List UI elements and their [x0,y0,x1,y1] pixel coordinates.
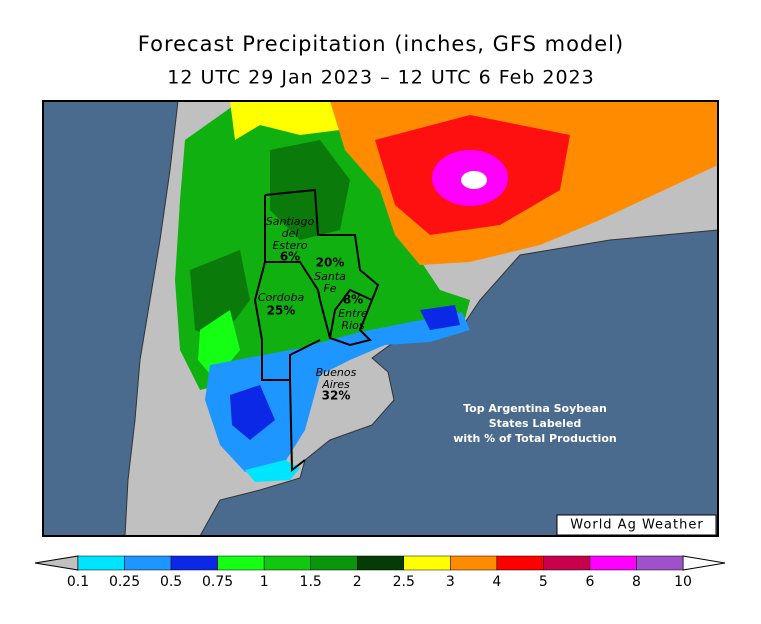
colorbar-bin [124,555,172,571]
colorbar-bin [589,555,637,571]
precip-cyan [245,460,300,482]
colorbar-tick-label: 4 [492,574,501,590]
precip-yellow [230,101,340,140]
colorbar-bin [450,555,498,571]
colorbar-tick-label: 5 [539,574,548,590]
region-name: Buenos [316,366,357,379]
region-name: Aires [321,378,350,391]
region-share: 32% [322,389,351,403]
map: World Ag Weather [42,100,719,537]
colorbar-bin [310,555,358,571]
colorbar-tick-label: 3 [446,574,455,590]
colorbar-bin [170,555,218,571]
region-name: del [282,227,299,240]
subtitle: 12 UTC 29 Jan 2023 – 12 UTC 6 Feb 2023 [167,67,594,89]
annotation: States Labeled [489,417,582,430]
colorbar-bin [403,555,451,571]
precip-blue [420,305,460,330]
colorbar-tick-label: 0.75 [202,574,233,590]
region-name: Fe [323,282,336,295]
colorbar-tick-label: 2.5 [393,574,415,590]
region-share: 6% [280,250,300,264]
colorbar-tick-label: 0.5 [160,574,182,590]
region-name: Santiago [266,215,315,228]
region-share: 20% [316,256,345,270]
colorbar-under [34,555,79,571]
colorbar-bin [263,555,311,571]
region-name: Entre [338,307,368,320]
colorbar-bin [496,555,544,571]
colorbar-tick-label: 1.5 [300,574,322,590]
colorbar-tick-label: 6 [585,574,594,590]
precip-darkgreen [190,250,250,340]
annotation: Top Argentina Soybean [463,402,607,415]
colorbar-bin [77,555,125,571]
colorbar-tick-label: 2 [353,574,362,590]
province-borders [253,188,380,472]
precip-green [175,101,470,390]
colorbar-tick-label: 10 [674,574,692,590]
title: Forecast Precipitation (inches, GFS mode… [138,32,624,56]
colorbar-over [682,555,726,571]
region-share: 25% [267,304,296,318]
colorbar-bin [543,555,591,571]
precip-blue [230,385,275,440]
colorbar-tick-label: 0.25 [109,574,140,590]
precip-lightblue [205,312,470,472]
colorbar-tick-label: 0.1 [67,574,89,590]
colorbar-bin [217,555,265,571]
map-frame [42,100,719,537]
colorbar-bin [636,555,684,571]
colorbar-tick-label: 8 [632,574,641,590]
region-name: Santa [314,270,346,283]
region-name: Cordoba [258,291,305,304]
colorbar-tick-label: 1 [260,574,269,590]
precip-max [461,171,487,189]
region-name: Rios [341,319,364,332]
region-share: 8% [343,293,363,307]
credit: World Ag Weather [570,518,703,533]
colorbar-bin [356,555,405,571]
region-name: Estero [272,239,307,252]
annotation: with % of Total Production [453,432,616,445]
